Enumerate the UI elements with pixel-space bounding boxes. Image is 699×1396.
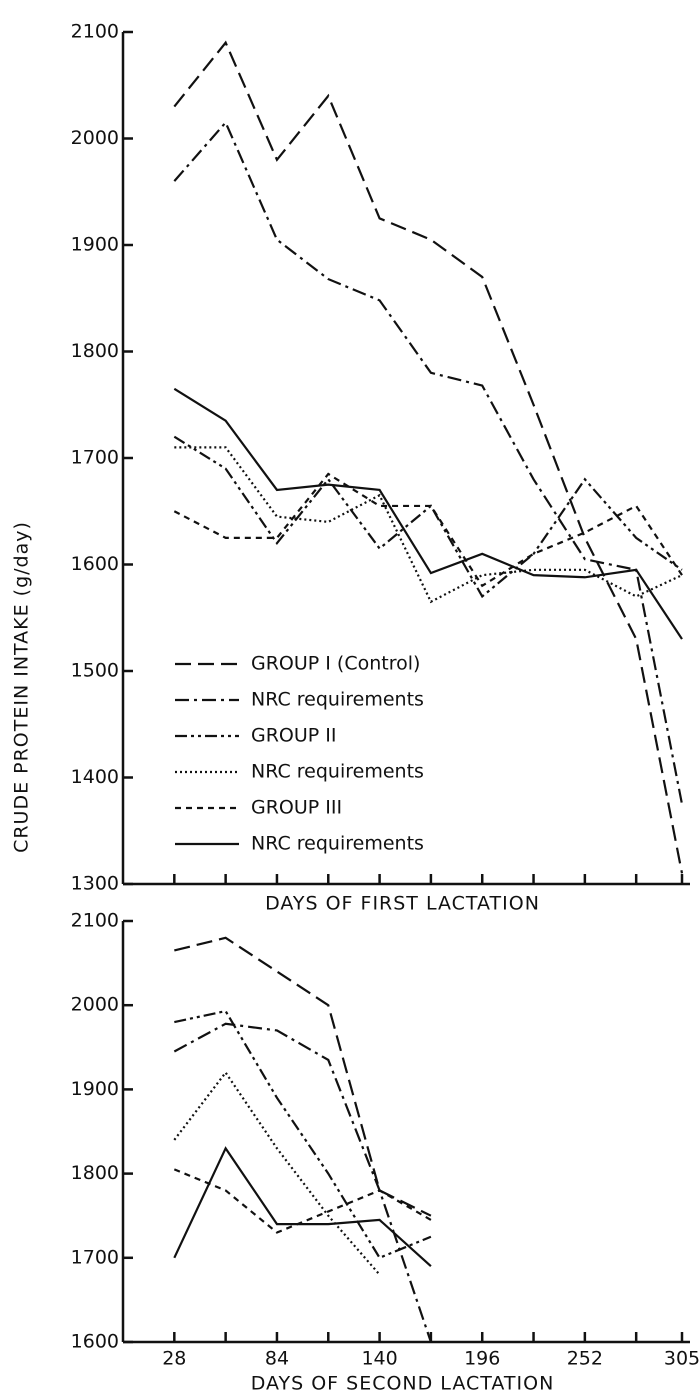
x-tick-label: 140 bbox=[361, 1348, 397, 1370]
y-tick-label: 1400 bbox=[71, 766, 119, 788]
x-tick-label: 196 bbox=[464, 1348, 500, 1370]
legend-label: GROUP I (Control) bbox=[251, 653, 420, 675]
legend-label: NRC requirements bbox=[251, 761, 424, 783]
series-line bbox=[174, 1009, 432, 1260]
series-line bbox=[173, 472, 683, 588]
series-line bbox=[173, 1022, 432, 1343]
legend-label: GROUP III bbox=[251, 797, 342, 819]
series-line bbox=[173, 120, 684, 805]
y-axis-label: CRUDE PROTEIN INTAKE (g/day) bbox=[11, 521, 33, 853]
y-tick-label: 1500 bbox=[71, 660, 119, 682]
y-tick-label: 2100 bbox=[71, 910, 119, 932]
legend-label: NRC requirements bbox=[251, 833, 424, 855]
x-tick-label: 84 bbox=[265, 1348, 289, 1370]
x-tick-label: 305 bbox=[664, 1348, 699, 1370]
series-line bbox=[173, 1146, 432, 1268]
y-tick-label: 1900 bbox=[71, 1078, 119, 1100]
series-line bbox=[173, 1168, 432, 1234]
y-tick-label: 2000 bbox=[71, 127, 119, 149]
x-tick-label: 28 bbox=[162, 1348, 186, 1370]
y-tick-label: 2100 bbox=[71, 21, 119, 43]
y-tick-label: 1700 bbox=[71, 1246, 119, 1268]
y-tick-label: 1900 bbox=[71, 234, 119, 256]
y-tick-label: 1800 bbox=[71, 1162, 119, 1184]
series-line bbox=[173, 387, 683, 640]
legend-label: NRC requirements bbox=[251, 689, 424, 711]
x-axis-label: DAYS OF FIRST LACTATION bbox=[265, 893, 540, 915]
series-line bbox=[174, 446, 683, 604]
series-line bbox=[173, 435, 683, 599]
legend-label: GROUP II bbox=[251, 725, 337, 747]
x-axis-label: DAYS OF SECOND LACTATION bbox=[251, 1373, 555, 1395]
series-line bbox=[173, 1070, 381, 1276]
y-tick-label: 2000 bbox=[71, 994, 119, 1016]
y-tick-label: 1600 bbox=[71, 553, 119, 575]
series-line bbox=[173, 40, 684, 874]
y-tick-label: 1800 bbox=[71, 340, 119, 362]
y-tick-label: 1700 bbox=[71, 447, 119, 469]
y-tick-label: 1300 bbox=[71, 873, 119, 895]
y-tick-label: 1600 bbox=[71, 1331, 119, 1353]
x-tick-label: 252 bbox=[567, 1348, 603, 1370]
